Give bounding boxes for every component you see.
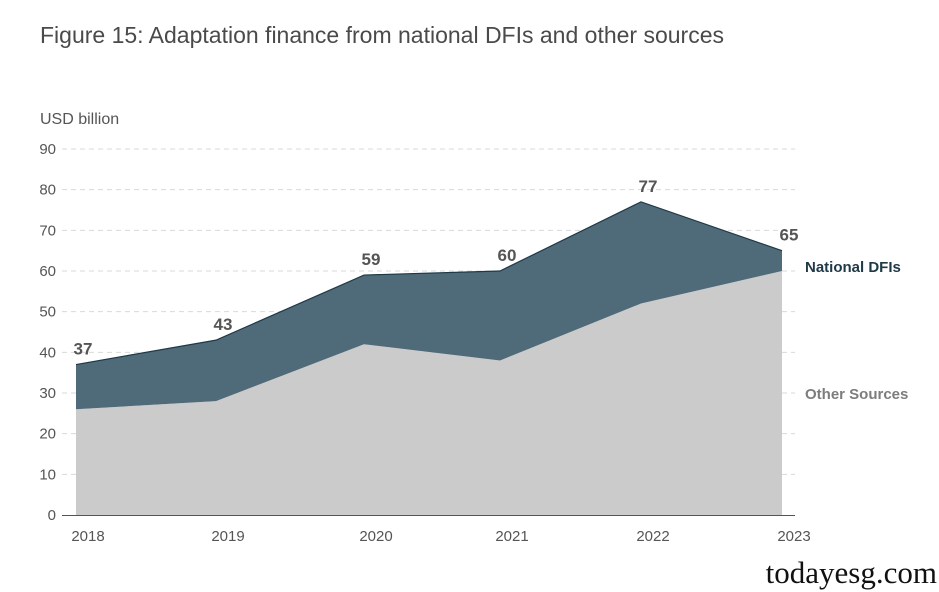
y-tick-label: 0: [48, 507, 56, 524]
total-label: 77: [639, 177, 658, 196]
x-tick-label: 2021: [495, 528, 528, 545]
x-tick-label: 2018: [71, 528, 104, 545]
area-other-sources: [76, 271, 782, 515]
y-tick-label: 80: [39, 182, 56, 199]
x-tick-label: 2023: [777, 528, 810, 545]
area-national-dfis: [76, 201, 782, 410]
y-tick-label: 30: [39, 385, 56, 402]
data-labels: 37 43 59 60 77 65: [74, 177, 799, 359]
watermark: todayesg.com: [765, 555, 937, 590]
y-tick-label: 90: [39, 141, 56, 158]
y-axis-label: USD billion: [40, 111, 119, 128]
total-label: 60: [498, 246, 517, 265]
x-tick-label: 2022: [636, 528, 669, 545]
legend-national-dfis: National DFIs: [805, 259, 901, 276]
legend-other-sources: Other Sources: [805, 386, 908, 403]
legend: National DFIs Other Sources: [805, 259, 908, 403]
x-tick-label: 2019: [211, 528, 244, 545]
total-label: 37: [74, 340, 93, 359]
total-label: 43: [214, 315, 233, 334]
x-tick-label: 2020: [359, 528, 392, 545]
total-outline: [75, 201, 783, 366]
total-label: 65: [780, 226, 799, 245]
y-tick-label: 60: [39, 263, 56, 280]
axes: 0 10 20 30 40 50 60 70 80 90 USD billion 2018 2019 20…: [39, 111, 810, 545]
chart-title: Figure 15: Adaptation finance from natio…: [40, 22, 725, 48]
total-label: 59: [362, 250, 381, 269]
y-tick-label: 70: [39, 222, 56, 239]
y-tick-label: 50: [39, 304, 56, 321]
y-tick-label: 20: [39, 426, 56, 443]
stacked-areas: [75, 201, 783, 515]
y-tick-label: 10: [39, 466, 56, 483]
y-tick-label: 40: [39, 344, 56, 361]
